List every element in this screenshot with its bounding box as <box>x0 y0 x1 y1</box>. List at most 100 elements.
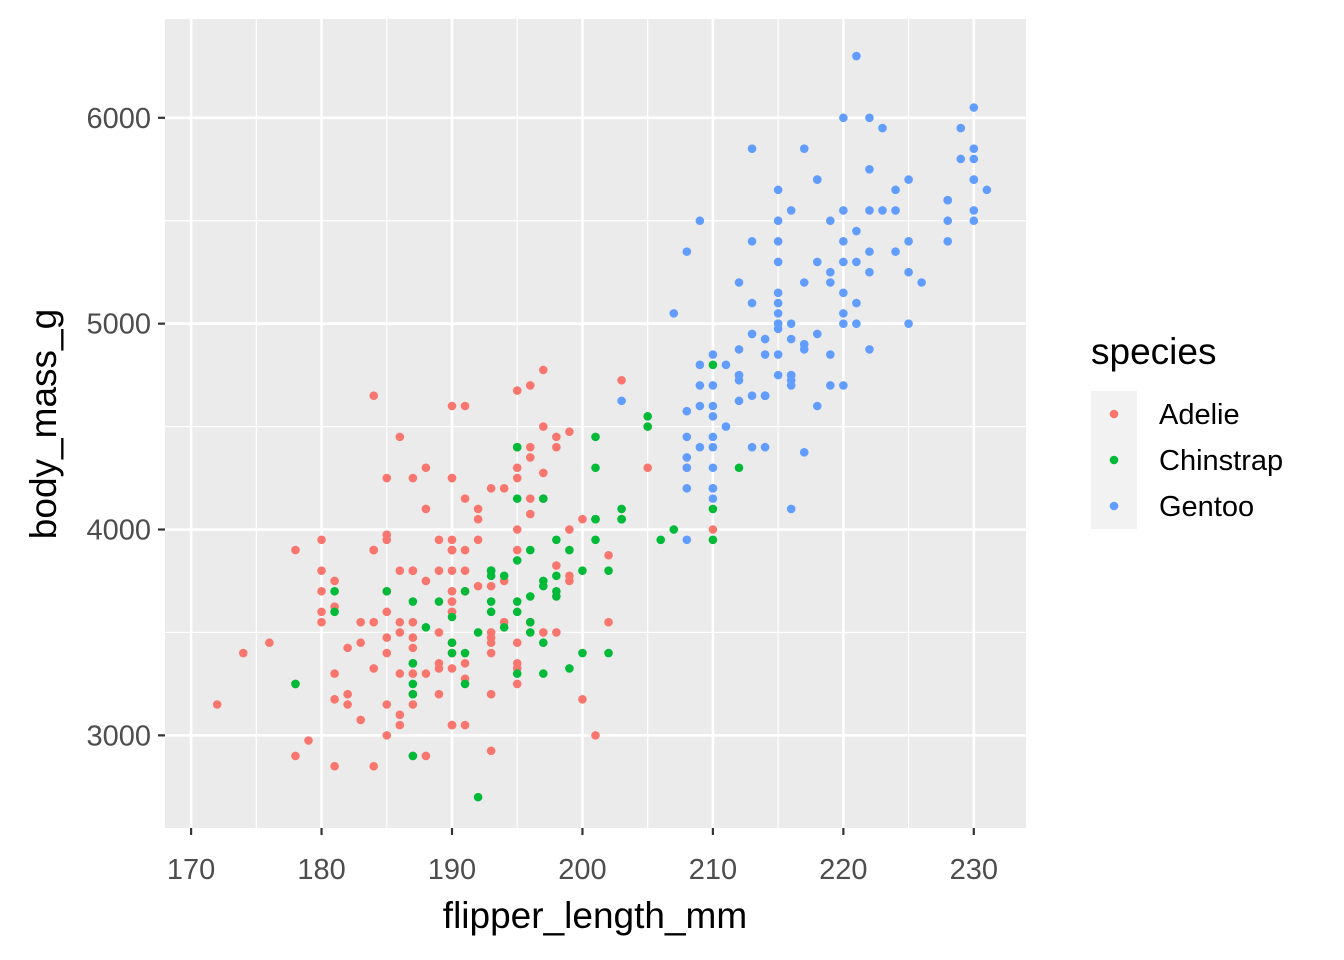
point-chinstrap <box>708 535 718 545</box>
point-adelie <box>330 669 339 678</box>
point-gentoo <box>839 381 848 390</box>
point-adelie <box>447 473 457 483</box>
point-chinstrap <box>591 535 600 545</box>
x-tick-label: 170 <box>167 854 215 886</box>
point-gentoo <box>747 329 757 339</box>
point-gentoo <box>799 448 809 457</box>
point-adelie <box>343 700 352 709</box>
point-adelie <box>447 401 457 411</box>
point-gentoo <box>708 484 718 493</box>
point-chinstrap <box>604 566 613 575</box>
point-adelie <box>447 597 457 606</box>
point-adelie <box>539 468 548 478</box>
point-chinstrap <box>552 592 561 601</box>
point-gentoo <box>682 432 692 442</box>
point-adelie <box>330 761 339 771</box>
legend-label-adelie: Adelie <box>1159 399 1240 431</box>
point-gentoo <box>682 247 692 256</box>
y-tick-labels: 3000 4000 5000 6000 <box>86 103 151 753</box>
point-gentoo <box>760 442 770 452</box>
point-chinstrap <box>643 411 652 421</box>
point-gentoo <box>865 206 874 215</box>
point-chinstrap <box>512 556 522 565</box>
point-gentoo <box>799 278 809 287</box>
point-adelie <box>617 375 626 385</box>
point-gentoo <box>878 123 887 133</box>
point-chinstrap <box>552 571 561 581</box>
point-adelie <box>408 617 418 627</box>
point-gentoo <box>904 267 913 277</box>
point-gentoo <box>799 345 809 354</box>
point-adelie <box>395 720 405 730</box>
point-adelie <box>265 638 274 648</box>
point-adelie <box>643 463 652 473</box>
x-tick-label: 190 <box>428 854 476 886</box>
point-chinstrap <box>408 597 418 606</box>
point-adelie <box>708 525 718 534</box>
point-gentoo <box>721 360 731 370</box>
point-gentoo <box>773 237 783 246</box>
point-gentoo <box>773 324 783 334</box>
point-gentoo <box>695 381 705 390</box>
point-chinstrap <box>552 535 561 545</box>
point-chinstrap <box>408 659 418 668</box>
point-gentoo <box>865 267 874 277</box>
point-adelie <box>539 365 548 375</box>
point-adelie <box>343 689 352 699</box>
point-gentoo <box>891 185 900 195</box>
point-chinstrap <box>447 612 457 622</box>
x-tick-label: 210 <box>689 854 737 886</box>
point-adelie <box>395 617 405 627</box>
point-gentoo <box>839 206 848 215</box>
y-tick-label: 3000 <box>86 720 151 752</box>
point-gentoo <box>695 216 705 226</box>
point-gentoo <box>826 216 835 226</box>
point-adelie <box>552 432 561 442</box>
point-gentoo <box>812 329 822 339</box>
point-adelie <box>343 643 352 653</box>
point-chinstrap <box>408 679 418 689</box>
point-adelie <box>486 484 496 493</box>
point-adelie <box>408 643 418 653</box>
point-gentoo <box>747 144 757 153</box>
point-chinstrap <box>330 607 339 617</box>
point-adelie <box>591 731 600 740</box>
point-adelie <box>369 545 379 555</box>
point-adelie <box>552 561 561 570</box>
point-chinstrap <box>656 535 666 545</box>
point-gentoo <box>708 350 718 359</box>
point-gentoo <box>708 432 718 442</box>
point-chinstrap <box>525 628 535 637</box>
point-gentoo <box>773 288 783 298</box>
point-adelie <box>304 736 313 745</box>
point-gentoo <box>852 226 861 236</box>
point-adelie <box>408 700 418 709</box>
x-tick-label: 180 <box>297 854 345 886</box>
x-tick-label: 220 <box>819 854 867 886</box>
point-adelie <box>512 659 522 668</box>
point-gentoo <box>682 406 692 416</box>
point-chinstrap <box>291 679 300 689</box>
point-adelie <box>421 669 431 678</box>
point-gentoo <box>839 113 848 123</box>
point-chinstrap <box>408 751 418 761</box>
point-chinstrap <box>473 792 483 802</box>
point-gentoo <box>852 298 861 308</box>
point-chinstrap <box>512 442 522 452</box>
point-adelie <box>317 607 326 617</box>
point-chinstrap <box>460 679 470 689</box>
point-gentoo <box>826 381 835 390</box>
point-adelie <box>552 442 561 452</box>
legend-marker-chinstrap <box>1109 455 1119 465</box>
point-gentoo <box>969 175 979 184</box>
point-chinstrap <box>591 463 600 473</box>
point-adelie <box>421 504 431 514</box>
point-gentoo <box>682 535 692 545</box>
point-gentoo <box>786 206 796 215</box>
point-gentoo <box>969 144 979 153</box>
point-gentoo <box>956 154 966 164</box>
point-gentoo <box>865 113 874 123</box>
point-gentoo <box>969 154 979 164</box>
point-gentoo <box>878 206 887 215</box>
point-adelie <box>330 576 339 586</box>
